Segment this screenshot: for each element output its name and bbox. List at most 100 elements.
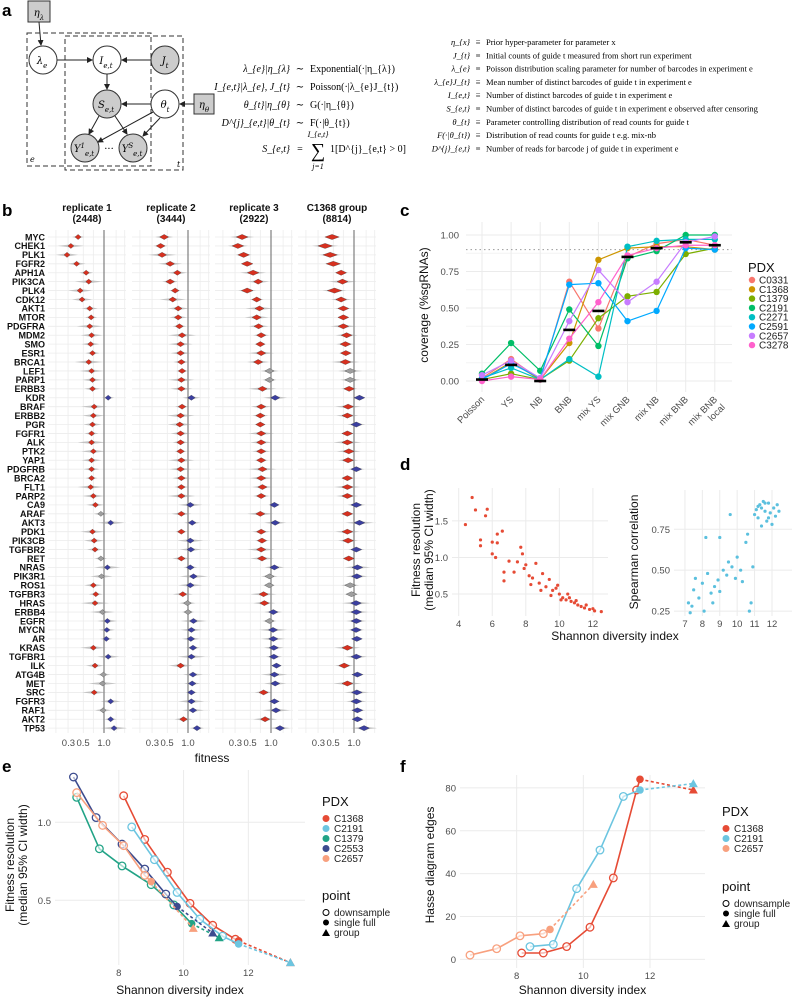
scatter-point — [718, 535, 722, 540]
scatter-point — [756, 516, 760, 520]
downsample-point — [195, 914, 205, 924]
equation-rhs: Poisson(·|λ_{e}J_{t}) — [310, 82, 398, 93]
downsample-point — [562, 942, 572, 952]
definition-symbol: I_{e,t} — [447, 90, 471, 100]
violin-hras — [259, 600, 270, 606]
violin-brca1 — [85, 359, 92, 365]
point-C2191 — [507, 339, 515, 347]
point-C1379 — [595, 315, 602, 322]
legend-label: C2657 — [734, 844, 764, 855]
violin-brca2 — [341, 475, 354, 481]
scatter-point — [495, 541, 499, 545]
scatter-point — [740, 580, 744, 584]
violin-kras — [188, 644, 198, 651]
violin-akt3 — [270, 519, 281, 526]
series-line-C1368 — [521, 779, 641, 954]
scatter-point — [712, 584, 717, 589]
violin-lef1 — [88, 368, 95, 374]
violin-brca1 — [339, 359, 352, 365]
violin-raf1 — [99, 707, 107, 714]
gene-label: HRAS — [19, 598, 45, 608]
violin-atg4b — [188, 671, 198, 678]
violin-alk — [176, 439, 185, 446]
legend-swatch — [322, 835, 330, 842]
y-tick-label: 40 — [445, 869, 456, 880]
point-C2591 — [624, 317, 631, 325]
violin-parp2 — [177, 493, 186, 499]
violin-parp1 — [89, 377, 96, 383]
legend-swatch — [322, 815, 330, 822]
violin-tgfbr1 — [350, 653, 363, 660]
y-tick-label: 20 — [445, 912, 456, 923]
violin-panel — [298, 230, 378, 733]
point-C2591 — [653, 307, 660, 315]
group-extension-C2553 — [176, 905, 214, 934]
definition-symbol: λ_{e}J_{t} — [433, 77, 470, 87]
gene-label: CDK12 — [15, 295, 45, 305]
downsample-point — [140, 870, 150, 880]
violin-chek1 — [317, 243, 333, 249]
point-C2591 — [711, 246, 718, 253]
violin-parp1 — [344, 377, 356, 383]
x-tick-label: 6 — [490, 619, 495, 630]
violin-yap1 — [88, 457, 95, 464]
violin-erbb4 — [99, 609, 106, 615]
legend-swatch — [722, 825, 730, 832]
violin-ros1 — [344, 582, 356, 589]
point-C2657 — [711, 233, 718, 240]
violin-plk4 — [76, 287, 84, 294]
legend-swatch — [748, 314, 756, 321]
equiv-sign: ≡ — [476, 77, 481, 87]
triangle-icon — [322, 929, 330, 936]
scatter-point — [688, 611, 692, 615]
gene-label: MDM2 — [19, 331, 46, 341]
violin-mdm2 — [340, 332, 353, 338]
x-tick-label: 7 — [682, 619, 687, 630]
scatter-point — [551, 588, 555, 593]
x-tick-label: 12 — [645, 971, 656, 982]
gene-label: AR — [32, 634, 45, 644]
violin-fgfr3 — [350, 698, 363, 705]
scatter-point — [463, 522, 468, 527]
scatter-point — [759, 506, 764, 510]
scatter-point — [697, 596, 701, 600]
legend-label: C2591 — [759, 322, 789, 333]
x-tick-label: 1.0 — [264, 738, 277, 749]
scatter-point — [582, 606, 587, 610]
panel-label-f: f — [400, 757, 406, 776]
violin-pdgfrb — [257, 466, 268, 472]
scatter-point — [561, 596, 565, 600]
scatter-point — [704, 535, 708, 540]
violin-ret — [257, 555, 267, 562]
panel-title: replicate 1 — [62, 203, 112, 214]
legend-swatch — [722, 845, 730, 852]
panel-label-c: c — [400, 201, 409, 220]
x-tick-label: 0.3 — [229, 738, 242, 749]
violin-pdk1 — [177, 528, 186, 535]
violin-pdk1 — [89, 528, 96, 535]
scatter-point — [587, 607, 592, 612]
violin-parp1 — [177, 377, 186, 383]
panel-label-b: b — [2, 201, 12, 220]
equiv-sign: ≡ — [476, 143, 481, 153]
violin-pdgfrb — [176, 466, 185, 472]
gene-label: PDGFRB — [7, 464, 46, 474]
downsample-point — [585, 922, 595, 932]
scatter-point — [728, 512, 732, 517]
downsample-point — [525, 942, 535, 952]
violin-yap1 — [342, 457, 354, 464]
scatter-point — [700, 581, 704, 585]
label-S-et: Se,t — [98, 100, 114, 114]
x-tick-label: 9 — [717, 619, 722, 630]
downsample-point — [127, 822, 137, 832]
point-C2591 — [566, 281, 573, 288]
violin-ca9 — [92, 502, 99, 508]
triangle-icon — [722, 920, 730, 927]
violin-pik3ca — [85, 278, 92, 285]
violin-alk — [256, 439, 267, 446]
equation-lhs: λ_{e}|η_{λ} — [242, 64, 290, 75]
violin-plk4 — [171, 287, 180, 294]
scatter-point — [777, 509, 781, 513]
